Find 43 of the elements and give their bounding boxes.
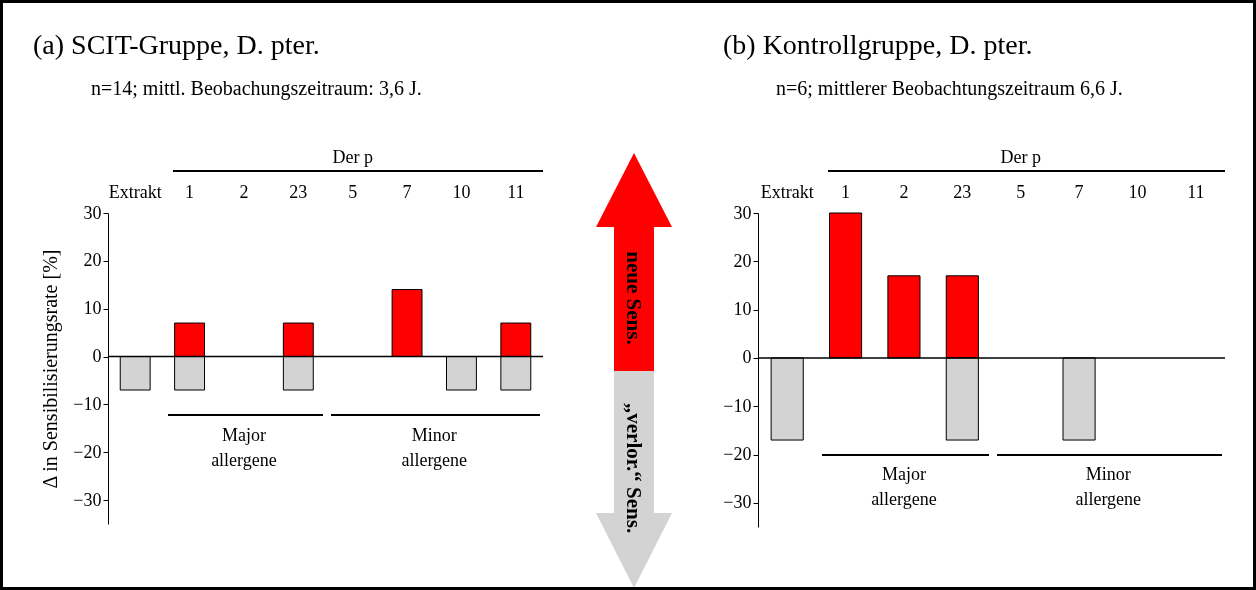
y-tick-label: 10: [83, 298, 102, 319]
x-tick-label: 2: [239, 181, 249, 202]
x-tick-label: 5: [348, 181, 358, 202]
y-tick-label: 0: [92, 346, 102, 367]
text: neue Sens.: [622, 251, 646, 345]
x-tick-label: Extrakt: [760, 181, 814, 202]
x-tick-label: 1: [185, 181, 195, 202]
y-tick-label: 10: [733, 299, 752, 320]
x-tick-label: 1: [841, 181, 851, 202]
x-tick-label: 11: [507, 181, 525, 202]
x-tick-label: 23: [953, 181, 972, 202]
y-tick-label: 20: [733, 250, 752, 271]
x-tick-label: 10: [1128, 181, 1147, 202]
y-tick-label: −30: [723, 492, 752, 513]
y-tick-label: −20: [73, 441, 102, 462]
chart-title: (a) SCIT-Gruppe, D. pter.: [33, 29, 320, 61]
chart-title: (b) Kontrollgruppe, D. pter.: [723, 29, 1033, 61]
text: Der p: [1000, 147, 1041, 167]
text: Der p: [332, 147, 373, 167]
annotation: Minor allergene: [401, 425, 468, 470]
annotation: Major allergene: [871, 464, 937, 509]
y-tick-label: −10: [73, 393, 102, 414]
x-tick-label: 7: [402, 181, 412, 202]
x-tick-label: 5: [1016, 181, 1026, 202]
chart-subtitle: n=14; mittl. Beobachungszeitraum: 3,6 J.: [91, 77, 422, 100]
y-tick-label: 20: [83, 250, 102, 271]
y-tick-label: −20: [723, 444, 752, 465]
text: „verlor.“ Sens.: [622, 402, 646, 534]
y-axis-title: Δ in Sensibilisierungsrate [%]: [39, 249, 63, 489]
x-tick-label: 10: [452, 181, 471, 202]
y-tick-label: −30: [73, 489, 102, 510]
x-tick-label: 7: [1074, 181, 1084, 202]
x-tick-label: Extrakt: [108, 181, 162, 202]
x-tick-label: 2: [899, 181, 909, 202]
x-tick-label: 11: [1187, 181, 1205, 202]
chart-subtitle: n=6; mittlerer Beobachtungszeitraum 6,6 J.: [776, 77, 1123, 100]
annotation: Major allergene: [211, 425, 277, 470]
y-tick-label: −10: [723, 395, 752, 416]
y-tick-label: 0: [742, 347, 752, 368]
y-tick-label: 30: [83, 202, 102, 223]
x-tick-label: 23: [289, 181, 308, 202]
annotation: Minor allergene: [1075, 464, 1142, 509]
y-tick-label: 30: [733, 202, 752, 223]
